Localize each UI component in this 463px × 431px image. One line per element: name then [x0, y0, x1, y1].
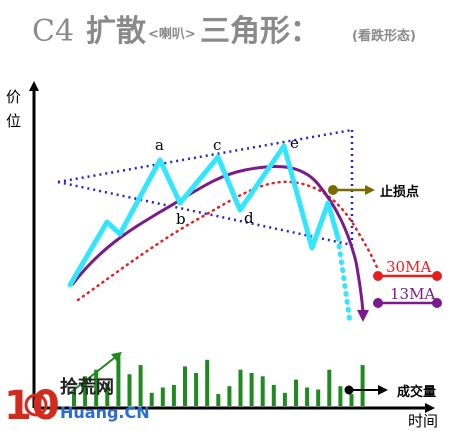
volume-bar [105, 382, 110, 406]
volume-bar [194, 373, 199, 406]
volume-bar [360, 365, 365, 406]
title-main-2: 三角形： [200, 14, 320, 49]
stop-loss-label: 止损点 [380, 184, 419, 200]
volume-bar [149, 392, 154, 406]
ma30-legend-dot-left [373, 271, 383, 281]
volume-bar [327, 369, 332, 406]
volume-bar [294, 379, 298, 406]
y-axis-label-1: 价 [6, 88, 21, 106]
price-breakdown-dotted [335, 235, 353, 325]
volume-bar [205, 359, 210, 406]
volume-bar [349, 394, 354, 406]
y-axis-label-2: 位 [6, 112, 21, 130]
volume-bar [338, 386, 343, 406]
volume-bar [83, 376, 88, 406]
title-code: C4 [32, 14, 74, 49]
point-label-d: d [244, 209, 254, 227]
watermark-url: Huang.CN [60, 403, 150, 422]
title-sub: (看跌形态) [352, 28, 416, 44]
volume-bar [260, 376, 265, 406]
upper-trendline [57, 128, 353, 184]
watermark-logo: 10 拾荒网 Huang.CN [4, 376, 150, 429]
x-axis-label: 时间 [408, 412, 438, 430]
watermark-number: 10 [4, 383, 60, 429]
ma13-legend-dot-right [432, 298, 442, 308]
volume-bar [72, 394, 76, 406]
ma13-legend-dot-left [373, 298, 383, 308]
volume-label: 成交量 [397, 384, 436, 400]
ma13-legend: 13MA [373, 285, 442, 308]
ma30-line [76, 180, 380, 302]
ma13-arrowhead [357, 310, 369, 322]
point-label-e: e [290, 134, 299, 152]
volume-bar [171, 384, 176, 406]
volume-bar [138, 365, 143, 406]
ma30-label: 30MA [386, 258, 431, 276]
title-main-1: 扩散 [86, 14, 146, 49]
volume-bar [238, 369, 243, 406]
watermark-text: 拾荒网 [60, 376, 114, 398]
triangle-trendlines [57, 128, 354, 247]
volume-bar [127, 374, 132, 406]
price-line [67, 143, 341, 288]
volume-bar [183, 366, 187, 406]
volume-bar [116, 353, 121, 406]
volume-bar [160, 387, 165, 406]
volume-bar [271, 384, 276, 406]
volume-trend-arrow [69, 351, 122, 394]
point-label-c: c [213, 136, 221, 154]
ma30-legend: 30MA [373, 258, 442, 281]
volume-bar [282, 392, 287, 406]
volume-marker: 成交量 [344, 384, 436, 400]
volume-bar [305, 387, 310, 406]
title: C4 扩散 <喇叭> 三角形： (看跌形态) [32, 14, 416, 49]
ma13-label: 13MA [390, 285, 435, 303]
point-label-a: a [155, 136, 164, 154]
volume-bars [72, 353, 365, 406]
volume-bar [94, 369, 99, 406]
volume-bar [316, 389, 321, 406]
title-small: <喇叭> [148, 26, 196, 42]
point-label-b: b [176, 210, 186, 228]
lower-trendline [57, 180, 353, 247]
ma13-line [70, 164, 365, 313]
watermark-gear-icon [24, 393, 48, 417]
volume-bar [216, 394, 221, 406]
stop-loss-marker: 止损点 [328, 184, 419, 200]
ma30-legend-dot-right [432, 271, 442, 281]
volume-bar [249, 373, 254, 406]
volume-bar [227, 386, 232, 406]
